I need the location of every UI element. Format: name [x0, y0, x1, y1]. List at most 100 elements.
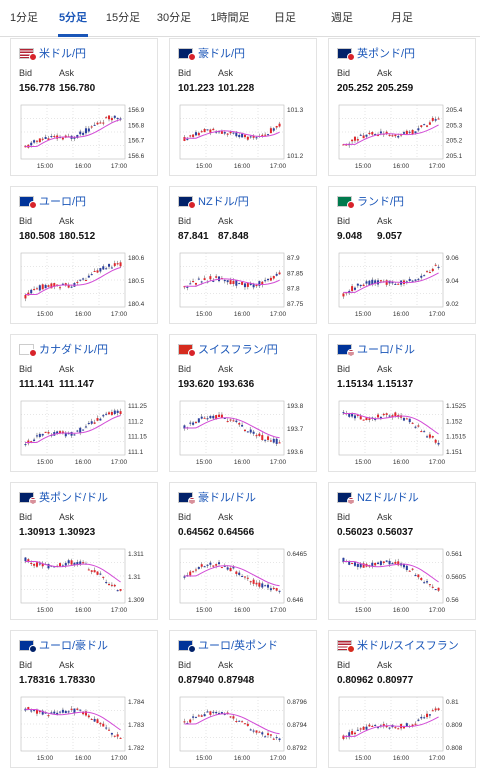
pair-name-link[interactable]: スイスフラン/円 [198, 344, 278, 356]
tab-7[interactable]: 週足 [331, 12, 353, 24]
tab-6[interactable]: 日足 [274, 12, 296, 24]
rate-card[interactable]: 英ポンド/円 Bid Ask 205.252 205.259 205.4 205.3 205.… [328, 38, 476, 176]
candle [431, 117, 434, 121]
x-tick-label: 17:00 [270, 163, 287, 170]
price-chart[interactable]: 180.6 180.5 180.4 15:00 16:00 17:00 [17, 249, 153, 319]
tab-1[interactable]: 1分足 [9, 12, 39, 24]
candle [87, 715, 90, 718]
candle [405, 418, 408, 420]
tab-4[interactable]: 30分足 [156, 12, 192, 24]
pair-name-link[interactable]: 英ポンド/円 [357, 48, 416, 60]
y-tick-label: 1.152 [446, 418, 463, 425]
moving-average-line [343, 272, 439, 293]
rate-card[interactable]: 豪ドル/円 Bid Ask 101.223 101.228 101.3 101.2 15:00… [169, 38, 317, 176]
candle [437, 708, 440, 711]
candle [186, 722, 189, 724]
price-chart[interactable]: 156.9 156.8 156.7 156.6 15:00 16:00 17:00 [17, 101, 153, 171]
candle [232, 716, 235, 719]
ask-label: Ask [218, 512, 234, 522]
y-tick-label: 0.808 [446, 745, 463, 752]
pair-name-link[interactable]: ユーロ/豪ドル [39, 640, 109, 652]
pair-name-link[interactable]: ユーロ/ドル [357, 344, 416, 356]
price-chart[interactable]: 1.784 1.783 1.782 15:00 16:00 17:00 [17, 693, 153, 763]
y-tick-label: 0.561 [446, 551, 463, 558]
bid-label: Bid [178, 660, 192, 670]
rate-card[interactable]: NZドル/ドル Bid Ask 0.56023 0.56037 0.561 0.5605 0.… [328, 482, 476, 620]
candle [258, 582, 261, 587]
candle [113, 115, 116, 118]
candle [209, 562, 212, 565]
price-chart[interactable]: 0.8796 0.8794 0.8792 15:00 16:00 17:00 [176, 693, 312, 763]
pair-name-link[interactable]: ユーロ/英ポンド [198, 640, 279, 652]
candle [113, 263, 116, 266]
price-chart[interactable]: 193.8 193.7 193.6 15:00 16:00 17:00 [176, 397, 312, 467]
price-chart[interactable]: 101.3 101.2 15:00 16:00 17:00 [176, 101, 312, 171]
tab-3[interactable]: 15分足 [105, 12, 141, 24]
candle [258, 731, 261, 733]
candle [431, 268, 434, 272]
candle [391, 281, 394, 284]
candle [119, 411, 122, 415]
rate-card[interactable]: スイスフラン/円 Bid Ask 193.620 193.636 193.8 193.7 19… [169, 334, 317, 472]
x-tick-label: 15:00 [196, 607, 213, 614]
rate-card[interactable]: 豪ドル/ドル Bid Ask 0.64562 0.64566 0.6465 0.646 15:… [169, 482, 317, 620]
x-tick-label: 15:00 [37, 755, 54, 762]
rate-card[interactable]: ユーロ/ドル Bid Ask 1.15134 1.15137 1.1525 1.152 1.1… [328, 334, 476, 472]
rate-card[interactable]: カナダドル/円 Bid Ask 111.141 111.147 111.25 111.2 11… [10, 334, 158, 472]
candle [110, 411, 113, 415]
pair-name-link[interactable]: NZドル/ドル [357, 492, 419, 504]
candle [368, 418, 371, 420]
tab-5[interactable]: 1時間足 [210, 12, 250, 24]
candle [238, 423, 241, 425]
tab-2[interactable]: 5分足 [48, 0, 98, 37]
candle [420, 716, 423, 719]
candle [348, 413, 351, 417]
pair-name-link[interactable]: カナダドル/円 [39, 344, 109, 356]
price-chart[interactable]: 0.6465 0.646 15:00 16:00 17:00 [176, 545, 312, 615]
price-chart[interactable]: 87.9 87.85 87.8 87.75 15:00 16:00 17:00 [176, 249, 312, 319]
pair-name-link[interactable]: ユーロ/円 [39, 196, 87, 208]
tab-8[interactable]: 月足 [391, 12, 413, 24]
card-header: ユーロ/ドル [337, 342, 416, 357]
pair-name-link[interactable]: 豪ドル/ドル [198, 492, 257, 504]
bid-value: 87.841 [178, 231, 209, 242]
rate-card[interactable]: NZドル/円 Bid Ask 87.841 87.848 87.9 87.85 87.8 87.… [169, 186, 317, 324]
pair-name-link[interactable]: ランド/円 [357, 196, 405, 208]
pair-name-link[interactable]: 米ドル/円 [39, 48, 87, 60]
candle [64, 433, 67, 437]
pair-name-link[interactable]: 英ポンド/ドル [39, 492, 109, 504]
x-tick-label: 16:00 [393, 163, 410, 170]
x-tick-label: 16:00 [75, 607, 92, 614]
candle [402, 418, 405, 421]
candle [252, 431, 255, 434]
bid-label: Bid [19, 512, 33, 522]
pair-name-link[interactable]: NZドル/円 [198, 196, 249, 208]
price-chart[interactable]: 205.4 205.3 205.2 205.1 15:00 16:00 17:00 [335, 101, 471, 171]
price-chart[interactable]: 1.1525 1.152 1.1515 1.151 15:00 16:00 17:00 [335, 397, 471, 467]
bid-value: 0.87940 [178, 675, 215, 686]
price-chart[interactable]: 9.06 9.04 9.02 15:00 16:00 17:00 [335, 249, 471, 319]
candle [87, 422, 90, 424]
rate-card[interactable]: ランド/円 Bid Ask 9.048 9.057 9.06 9.04 9.02 15:00 16… [328, 186, 476, 324]
price-chart[interactable]: 0.81 0.809 0.808 15:00 16:00 17:00 [335, 693, 471, 763]
candle [397, 283, 400, 285]
rate-card[interactable]: 英ポンド/ドル Bid Ask 1.30913 1.30923 1.311 1.31 1.30… [10, 482, 158, 620]
rate-card[interactable]: ユーロ/英ポンド Bid Ask 0.87940 0.87948 0.8796 0.8794… [169, 630, 317, 768]
pair-name-link[interactable]: 豪ドル/円 [198, 48, 246, 60]
candle [108, 729, 111, 731]
candle [426, 271, 429, 273]
rate-card[interactable]: 米ドル/円 Bid Ask 156.778 156.780 156.9 156.8 156.7… [10, 38, 158, 176]
candle [365, 726, 368, 730]
x-tick-label: 16:00 [393, 755, 410, 762]
card-header: ユーロ/英ポンド [178, 638, 279, 653]
price-chart[interactable]: 111.25 111.2 111.15 111.1 15:00 16:00 17:00 [17, 397, 153, 467]
candle [351, 286, 354, 291]
y-tick-label: 205.1 [446, 153, 463, 160]
rate-card[interactable]: ユーロ/豪ドル Bid Ask 1.78316 1.78330 1.784 1.783 1.7… [10, 630, 158, 768]
rate-card[interactable]: ユーロ/円 Bid Ask 180.508 180.512 180.6 180.5 180.4… [10, 186, 158, 324]
rate-card[interactable]: 米ドル/スイスフラン Bid Ask 0.80962 0.80977 0.81 0.809 0… [328, 630, 476, 768]
y-tick-label: 9.06 [446, 255, 459, 262]
price-chart[interactable]: 1.311 1.31 1.309 15:00 16:00 17:00 [17, 545, 153, 615]
price-chart[interactable]: 0.561 0.5605 0.56 15:00 16:00 17:00 [335, 545, 471, 615]
pair-name-link[interactable]: 米ドル/スイスフラン [357, 640, 459, 652]
